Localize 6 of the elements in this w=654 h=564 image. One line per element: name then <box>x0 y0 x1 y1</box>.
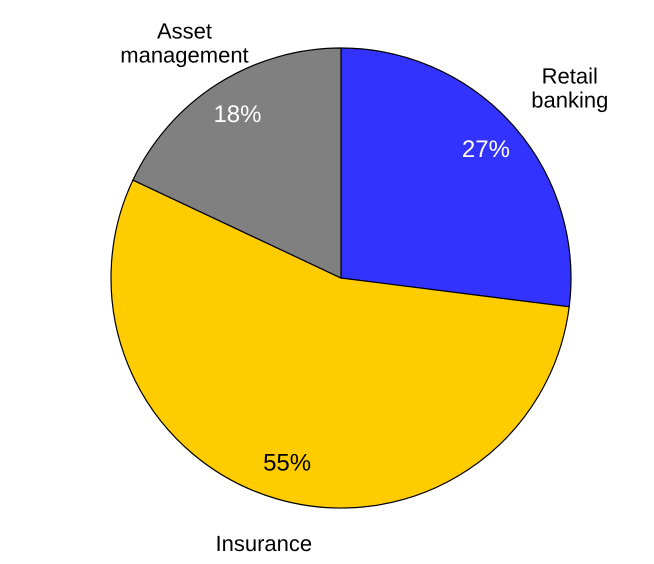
slice-label: Retail banking <box>531 63 608 112</box>
slice-label: Insurance <box>215 530 312 556</box>
data-label: 18% <box>213 100 262 128</box>
slice-label: Asset management <box>120 18 249 68</box>
data-label: 55% <box>263 450 312 477</box>
data-label: 27% <box>462 136 510 164</box>
